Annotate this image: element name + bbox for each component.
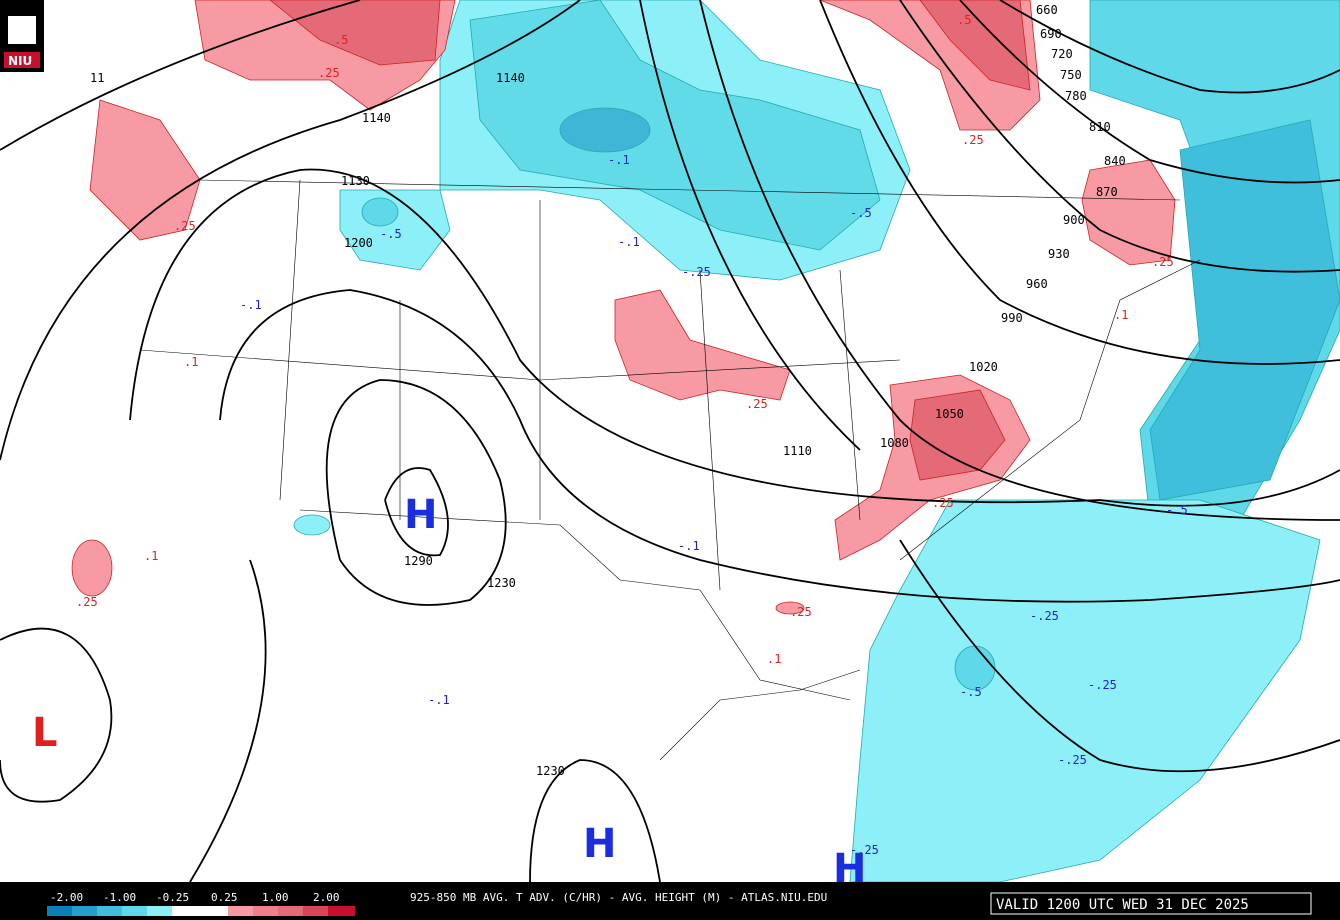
warm-label: .1 (144, 549, 158, 563)
cold-label: -.1 (678, 539, 700, 553)
footer-title: 925-850 MB AVG. T ADV. (C/HR) - AVG. HEI… (410, 891, 827, 904)
warm-label: .25 (1152, 255, 1174, 269)
height-label: 1230 (487, 576, 516, 590)
cold-labels: -.1 -.5 -.1 -.1 -.25 -.5 -.1 -.1 -.5 -.2… (240, 153, 1188, 857)
height-label: 930 (1048, 247, 1070, 261)
cold-label: -.5 (380, 227, 402, 241)
logo: NIU (0, 0, 44, 72)
cold-label: -.25 (1030, 609, 1059, 623)
legend-label: 2.00 (313, 891, 340, 904)
warm-label: .25 (746, 397, 768, 411)
height-contours (0, 0, 1340, 883)
legend-label: 1.00 (262, 891, 289, 904)
cold-label: -.1 (240, 298, 262, 312)
height-label: 960 (1026, 277, 1048, 291)
warm-label: .25 (174, 219, 196, 233)
legend: -2.00 -1.00 -0.25 0.25 1.00 2.00 (47, 891, 355, 916)
height-label: 1200 (344, 236, 373, 250)
warm-label: .25 (932, 496, 954, 510)
valid-box (990, 892, 1312, 915)
borders (139, 179, 1201, 761)
warm-label: .1 (1114, 308, 1128, 322)
height-label: 1140 (496, 71, 525, 85)
warm-labels: .5 .25 .25 .1 .1 .25 .5 .25 .25 .25 .1 .… (76, 13, 1174, 666)
height-label: 1080 (880, 436, 909, 450)
legend-label: -1.00 (103, 891, 136, 904)
logo-text: NIU (8, 54, 32, 68)
warm-label: .1 (767, 652, 781, 666)
warm-areas (71, 0, 1176, 615)
valid-time: VALID 1200 UTC WED 31 DEC 2025 (996, 897, 1249, 913)
low-center: L (32, 710, 58, 756)
height-label: 1290 (404, 554, 433, 568)
height-labels: 1140 1140 1130 1200 1290 1230 1230 1110 … (90, 3, 1126, 778)
height-label: 1020 (969, 360, 998, 374)
height-label: 660 (1036, 3, 1058, 17)
warm-label: .25 (318, 66, 340, 80)
high-center: H (583, 821, 616, 867)
height-label: 990 (1001, 311, 1023, 325)
warm-label: .5 (334, 33, 348, 47)
cold-label: -.25 (850, 843, 879, 857)
cold-label: -.5 (850, 206, 872, 220)
cold-label: -.25 (682, 265, 711, 279)
cold-label: -.5 (960, 685, 982, 699)
legend-label: -2.00 (50, 891, 83, 904)
cold-label: -.5 (1166, 503, 1188, 517)
legend-label: -0.25 (156, 891, 189, 904)
cold-label: -.25 (1058, 753, 1087, 767)
height-label: 720 (1051, 47, 1073, 61)
warm-label: .25 (962, 133, 984, 147)
cold-label: -.1 (608, 153, 630, 167)
height-label: 11 (90, 71, 104, 85)
warm-label: .5 (957, 13, 971, 27)
height-label: 1230 (536, 764, 565, 778)
cold-label: -.25 (1088, 678, 1117, 692)
height-label: 1130 (341, 174, 370, 188)
height-label: 1050 (935, 407, 964, 421)
legend-label: 0.25 (211, 891, 238, 904)
cold-label: -.1 (428, 693, 450, 707)
warm-label: .1 (184, 355, 198, 369)
height-label: 690 (1040, 27, 1062, 41)
height-label: 870 (1096, 185, 1118, 199)
height-label: 840 (1104, 154, 1126, 168)
height-label: 810 (1089, 120, 1111, 134)
warm-label: .25 (790, 605, 812, 619)
height-label: 750 (1060, 68, 1082, 82)
height-label: 900 (1063, 213, 1085, 227)
height-label: 1110 (783, 444, 812, 458)
height-label: 1140 (362, 111, 391, 125)
cold-label: -.1 (618, 235, 640, 249)
height-label: 780 (1065, 89, 1087, 103)
high-center: H (404, 492, 437, 538)
warm-label: .25 (76, 595, 98, 609)
